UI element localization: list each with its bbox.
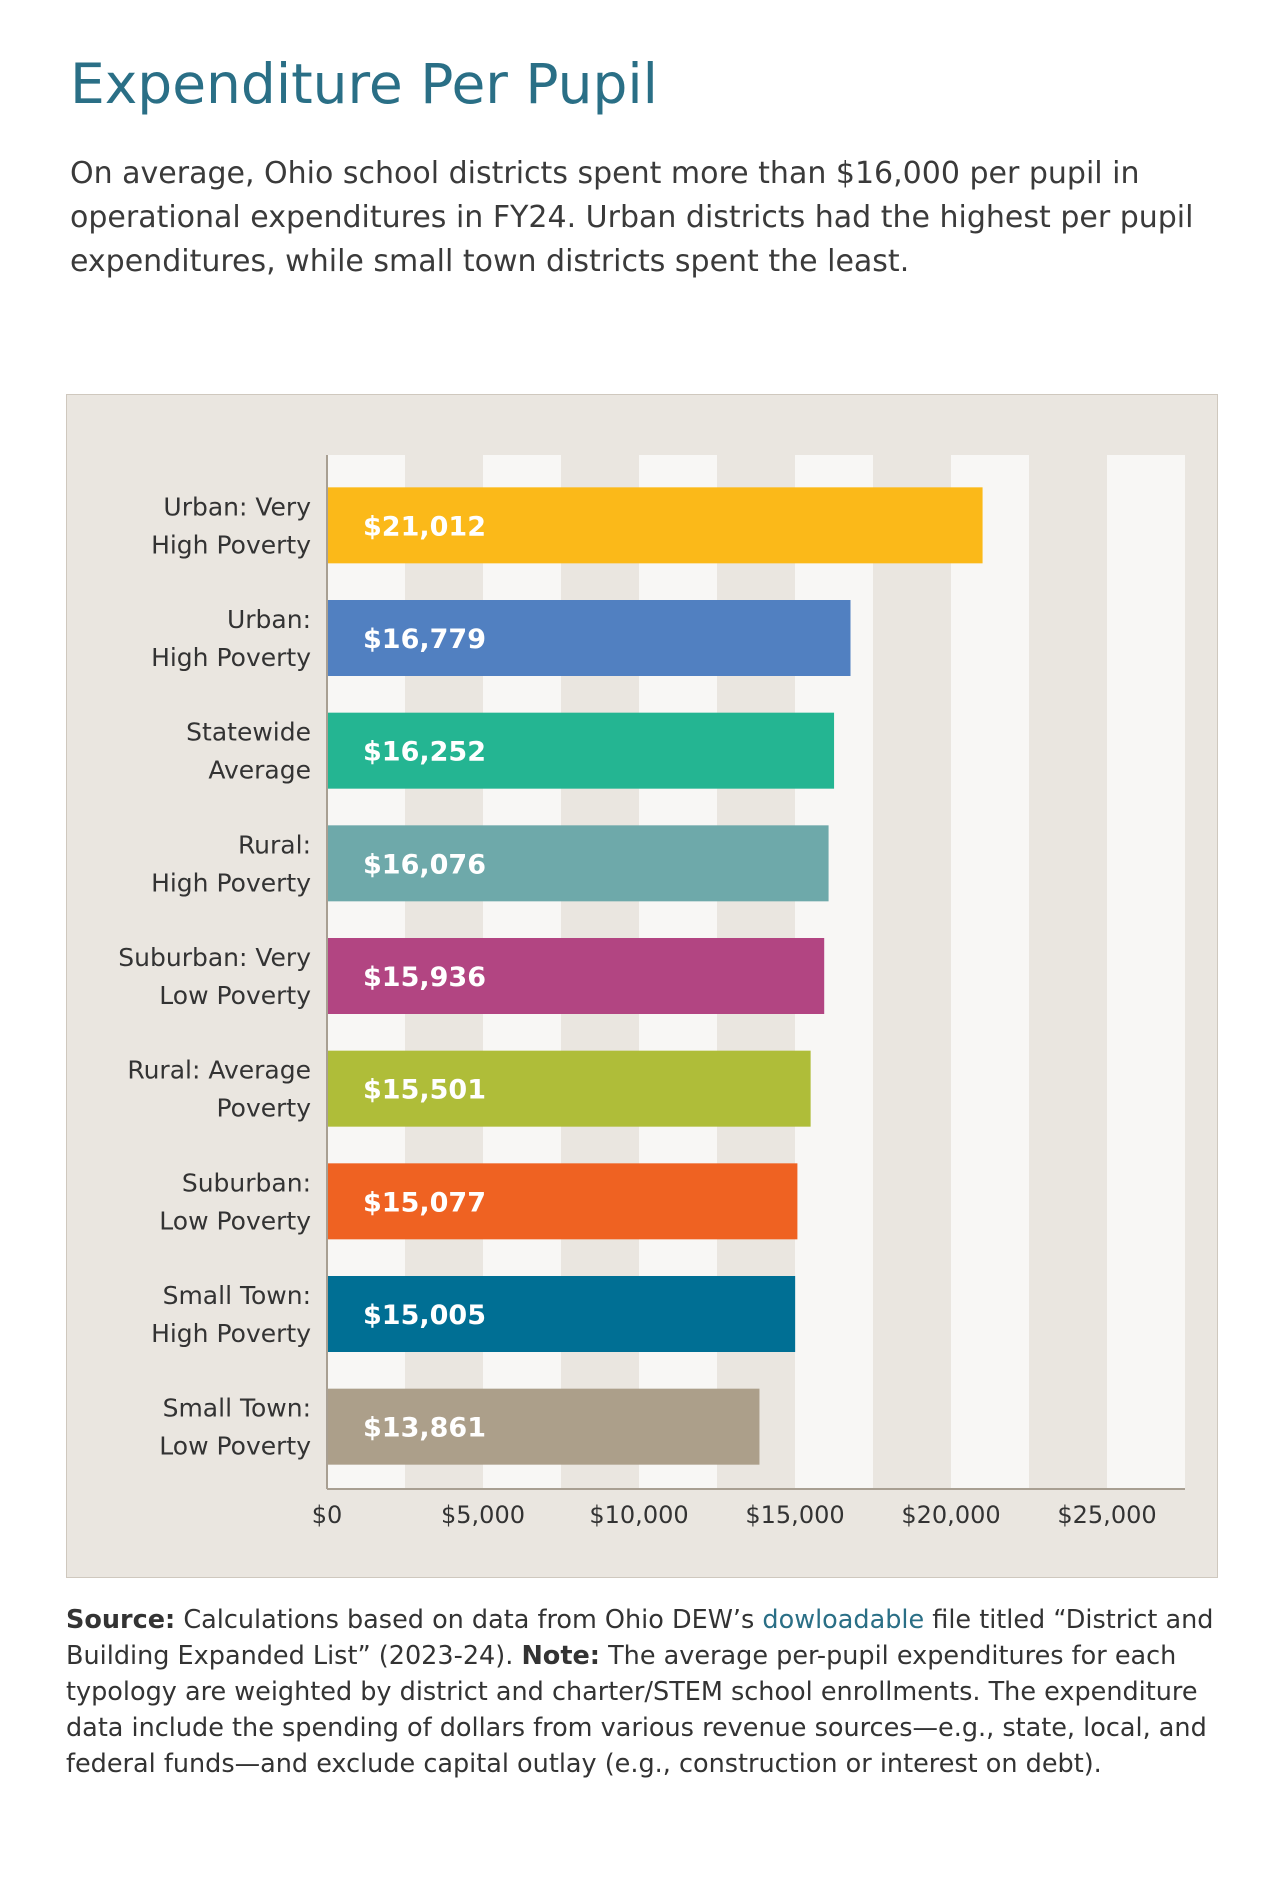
category-label: Low Poverty <box>159 1432 311 1461</box>
x-tick-label: $10,000 <box>589 1501 688 1529</box>
category-label: High Poverty <box>151 1319 311 1348</box>
bar-chart: $0 $5,000 $10,000 $15,000 $20,000 $25,000 $21,… <box>118 455 1185 1529</box>
bar-value-label: $16,076 <box>363 849 486 880</box>
category-label: Small Town: <box>163 1394 311 1423</box>
category-label: Low Poverty <box>159 981 311 1010</box>
category-label: Low Poverty <box>159 1206 311 1235</box>
category-label: Suburban: <box>182 1168 311 1197</box>
bar <box>328 1163 798 1240</box>
category-label: Urban: <box>227 605 311 634</box>
category-label: Statewide <box>186 718 311 747</box>
bar-value-label: $16,779 <box>363 624 486 655</box>
bar-value-label: $21,012 <box>363 511 486 542</box>
download-link[interactable]: dowloadable <box>762 1605 925 1635</box>
note-label: Note: <box>521 1641 600 1671</box>
bar <box>328 1276 796 1352</box>
bar <box>328 825 829 902</box>
x-tick-label: $5,000 <box>441 1501 525 1529</box>
bar-value-label: $15,005 <box>363 1300 486 1331</box>
chart-panel: $0 $5,000 $10,000 $15,000 $20,000 $25,000 $21,… <box>66 394 1218 1578</box>
bar-value-label: $15,501 <box>363 1075 486 1106</box>
x-tick-label: $20,000 <box>901 1501 1000 1529</box>
category-label: Rural: <box>238 830 311 859</box>
grid-band <box>951 455 1029 1489</box>
bar <box>328 712 835 789</box>
bar <box>328 1050 811 1127</box>
bar <box>328 487 983 564</box>
page-title: Expenditure Per Pupil <box>70 52 658 116</box>
x-tick-label: $25,000 <box>1057 1501 1156 1529</box>
note-text: The average per-pupil expenditures for e… <box>66 1641 1207 1779</box>
bar <box>328 1388 760 1465</box>
category-label: High Poverty <box>151 868 311 897</box>
x-tick-label: $15,000 <box>745 1501 844 1529</box>
footnote: Source: Calculations based on data from … <box>66 1602 1226 1782</box>
x-tick-label: $0 <box>312 1501 343 1529</box>
category-label: Suburban: Very <box>118 943 311 972</box>
category-label: High Poverty <box>151 530 311 559</box>
source-text: Calculations based on data from Ohio DEW… <box>175 1605 763 1635</box>
intro-text: On average, Ohio school districts spent … <box>70 156 1194 279</box>
bar-value-label: $15,077 <box>363 1187 486 1218</box>
grid-band <box>1107 455 1185 1489</box>
category-label: High Poverty <box>151 643 311 672</box>
category-label: Urban: Very <box>163 492 311 521</box>
bar-value-label: $13,861 <box>363 1413 486 1444</box>
category-label: Poverty <box>216 1094 311 1123</box>
bar <box>328 938 825 1014</box>
category-label: Small Town: <box>163 1281 311 1310</box>
category-label: Average <box>208 756 311 785</box>
bar-value-label: $15,936 <box>363 962 486 993</box>
bar <box>328 600 851 676</box>
category-label: Rural: Average <box>127 1056 311 1085</box>
source-text-2: file titled “District and Building Expan… <box>66 1605 1214 1671</box>
bar-value-label: $16,252 <box>363 737 486 768</box>
source-label: Source: <box>66 1605 176 1635</box>
